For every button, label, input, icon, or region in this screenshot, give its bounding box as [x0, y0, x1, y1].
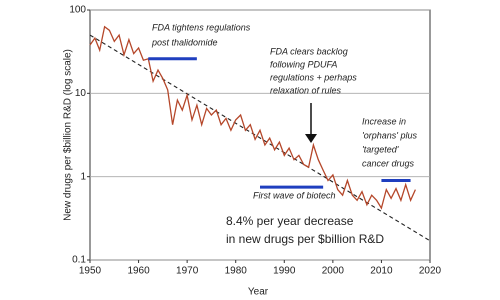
x-tick-label: 1950 — [79, 266, 102, 277]
annotation: FDA clears backlog — [270, 46, 348, 56]
y-tick-label: 10 — [75, 88, 87, 99]
annotation: cancer drugs — [362, 158, 415, 168]
x-tick-label: 2020 — [419, 266, 442, 277]
x-tick-label: 2010 — [370, 266, 393, 277]
annotation: in new drugs per $billion R&D — [226, 232, 384, 246]
x-tick-label: 1990 — [273, 266, 296, 277]
annotation: FDA tightens regulations — [152, 22, 251, 32]
annotation: 8.4% per year decrease — [226, 214, 354, 228]
annotation: 'orphans' plus — [362, 130, 417, 140]
annotation: relaxation of rules — [270, 85, 342, 95]
annotation: Increase in — [362, 116, 406, 126]
x-tick-label: 1970 — [176, 266, 199, 277]
annotation: First wave of biotech — [253, 190, 336, 200]
data-line — [89, 25, 416, 210]
arrow-head — [305, 134, 317, 143]
x-tick-label: 1980 — [225, 266, 248, 277]
annotation: regulations + perhaps — [270, 72, 357, 82]
y-tick-label: 0.1 — [72, 255, 86, 266]
y-axis-label: New drugs per $billion R&D (log scale) — [63, 49, 74, 221]
x-axis-label: Year — [248, 287, 269, 298]
annotation: 'targeted' — [362, 144, 399, 154]
x-tick-label: 1960 — [127, 266, 150, 277]
trend-line — [89, 34, 431, 242]
y-tick-label: 100 — [69, 5, 86, 16]
annotation: post thalidomide — [151, 37, 218, 47]
annotation: following PDUFA — [270, 59, 337, 69]
y-tick-label: 1 — [80, 171, 86, 182]
x-tick-label: 2000 — [322, 266, 345, 277]
